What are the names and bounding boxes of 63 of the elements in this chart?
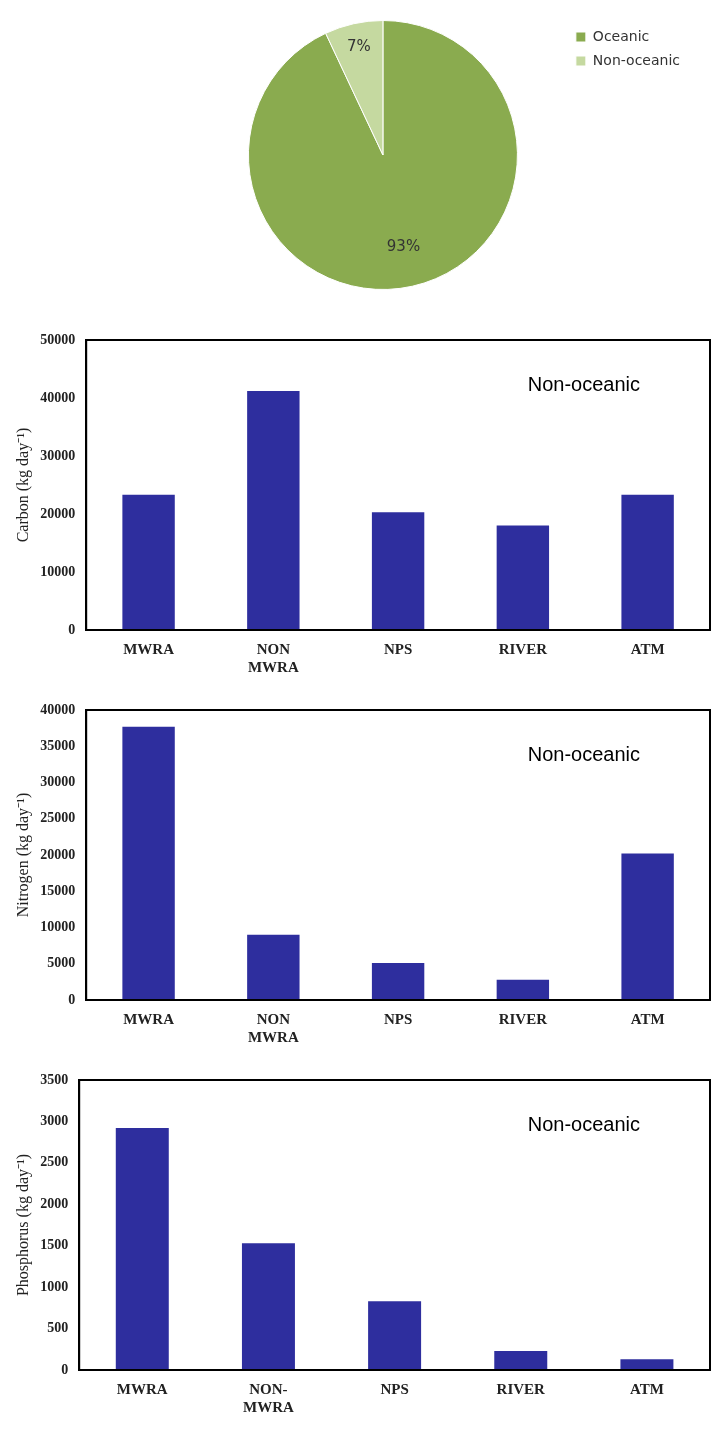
- legend-label: Oceanic: [592, 27, 650, 44]
- x-tick-label: NON-MWRA: [243, 1380, 295, 1415]
- x-tick-label: RIVER: [496, 1380, 546, 1397]
- y-tick-label: 35000: [40, 737, 76, 753]
- y-tick-label: 2000: [40, 1195, 69, 1211]
- y-tick-label: 20000: [40, 846, 76, 862]
- y-tick-label: 40000: [40, 701, 76, 717]
- y-tick-label: 2500: [40, 1154, 69, 1170]
- bar: [621, 853, 674, 1000]
- x-tick-label: RIVER: [498, 1010, 548, 1027]
- y-tick-label: 20000: [40, 505, 76, 521]
- x-tick-label: MWRA: [123, 640, 175, 657]
- legend-label: Non-oceanic: [592, 51, 680, 68]
- y-axis-title: Nitrogen (kg day⁻¹): [13, 792, 32, 918]
- x-tick-label: NPS: [383, 1010, 413, 1027]
- y-tick-label: 3000: [40, 1113, 69, 1129]
- x-tick-label: NPS: [383, 640, 413, 657]
- x-tick-label: NON MWRA: [247, 640, 299, 675]
- bar: [620, 1359, 674, 1370]
- y-tick-label: 1000: [40, 1278, 69, 1294]
- y-tick-label: 5000: [47, 955, 76, 971]
- bar: [496, 525, 550, 630]
- data-label: 93%: [386, 236, 421, 255]
- x-tick-label: MWRA: [116, 1380, 168, 1397]
- bar: [247, 934, 300, 1000]
- y-tick-label: 10000: [40, 563, 76, 579]
- x-tick-label: MWRA: [123, 1010, 175, 1027]
- y-tick-label: 25000: [40, 810, 76, 826]
- bar: [371, 512, 425, 630]
- x-tick-label: RIVER: [498, 640, 548, 657]
- y-tick-label: 30000: [40, 447, 76, 463]
- y-tick-label: 3500: [40, 1071, 69, 1087]
- bar: [247, 391, 300, 630]
- x-tick-label: ATM: [629, 1380, 664, 1397]
- y-tick-label: 500: [47, 1320, 69, 1336]
- x-tick-label: ATM: [630, 640, 665, 657]
- y-axis-title: Carbon (kg day⁻¹): [13, 427, 32, 543]
- y-tick-label: 0: [61, 1361, 69, 1377]
- bar: [368, 1301, 422, 1370]
- bar: [496, 979, 550, 1000]
- bar: [241, 1243, 295, 1370]
- bar: [122, 726, 175, 1000]
- y-tick-label: 0: [68, 621, 76, 637]
- bar: [122, 494, 175, 630]
- annotation: Non-oceanic: [527, 372, 640, 395]
- y-tick-label: 0: [68, 991, 76, 1007]
- y-axis-title: Phosphorus (kg day⁻¹): [13, 1153, 32, 1297]
- bar: [621, 494, 674, 630]
- x-tick-label: ATM: [630, 1010, 665, 1027]
- x-tick-label: NON MWRA: [247, 1010, 299, 1045]
- y-tick-label: 40000: [40, 389, 76, 405]
- x-tick-label: NPS: [380, 1380, 409, 1397]
- data-label: 7%: [346, 37, 371, 56]
- y-tick-label: 50000: [40, 331, 76, 347]
- y-tick-label: 10000: [40, 919, 76, 935]
- bar: [115, 1128, 169, 1370]
- y-tick-label: 1500: [40, 1237, 69, 1253]
- annotation: Non-oceanic: [527, 742, 640, 765]
- y-tick-label: 15000: [40, 882, 76, 898]
- bar: [494, 1350, 548, 1370]
- y-tick-label: 30000: [40, 774, 76, 790]
- bar: [371, 963, 425, 1000]
- annotation: Non-oceanic: [527, 1112, 640, 1135]
